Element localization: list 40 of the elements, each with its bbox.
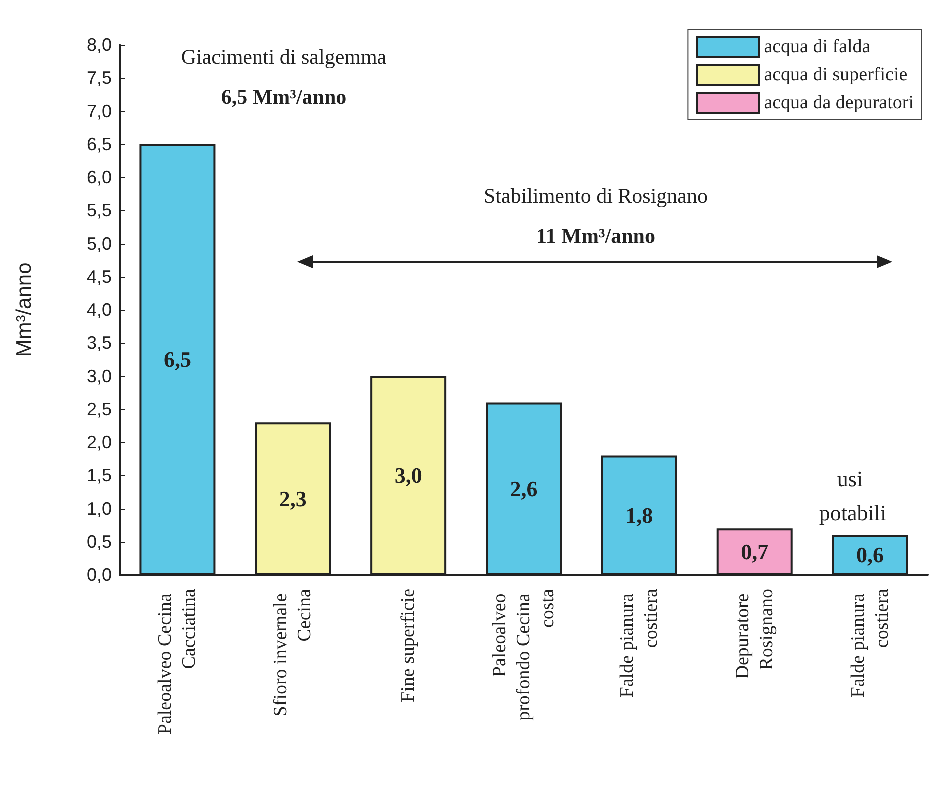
y-tick-label: 6,5	[86, 134, 112, 154]
annotation: Giacimenti di salgemma	[181, 45, 388, 69]
y-tick-label: 8,0	[86, 35, 112, 55]
y-tick-label: 3,0	[86, 366, 112, 386]
data-label: 2,6	[510, 476, 538, 502]
y-tick-label: 1,5	[86, 466, 112, 486]
x-tick-label: Sfioro invernale Cecina	[270, 588, 316, 717]
data-label: 3,0	[394, 463, 422, 488]
data-label: 6,5	[164, 347, 192, 372]
x-tick-label: Fine superficie	[398, 589, 420, 702]
annotation: usi potabili	[819, 466, 887, 526]
data-label: 1,8	[626, 502, 654, 528]
annotation: 11 Mm³/anno	[536, 224, 656, 248]
y-tick-label: 7,0	[86, 101, 112, 122]
y-tick-label: 0,0	[86, 565, 112, 585]
annotation: 6,5 Mm³/anno	[221, 85, 347, 109]
data-label: 0,6	[856, 542, 884, 568]
y-tick-label: 6,0	[86, 168, 112, 188]
legend-label: acqua da depuratori	[764, 92, 914, 114]
x-tick-label: Falde pianura costiera	[848, 588, 893, 698]
y-tick-label: 0,5	[86, 532, 112, 552]
legend-label: acqua di superficie	[764, 64, 908, 86]
x-tick-label: Falde pianura costiera	[616, 588, 662, 698]
y-tick-label: 2,0	[86, 432, 112, 452]
y-tick-label: 3,5	[86, 333, 112, 354]
y-axis-title: Mm³/anno	[13, 262, 36, 358]
y-tick-label: 4,0	[86, 300, 112, 320]
x-tick-label: Paleoalveo Cecina Cacciatina	[155, 588, 200, 735]
data-label: 0,7	[741, 539, 769, 564]
y-tick-label: 5,5	[86, 200, 112, 221]
x-tick-label: Paleoalveo profondo Cecina costa	[490, 588, 558, 721]
annotation: Stabilimento di Rosignano	[484, 184, 708, 208]
data-label: 2,3	[279, 486, 307, 512]
y-tick-label: 5,0	[86, 234, 112, 254]
x-tick-label: Depuratore Rosignano	[732, 589, 778, 680]
y-tick-label: 2,5	[86, 399, 112, 420]
legend-label: acqua di falda	[764, 36, 872, 58]
y-tick-label: 1,0	[86, 498, 112, 519]
y-tick-label: 4,5	[86, 266, 112, 287]
y-tick-label: 7,5	[86, 68, 112, 88]
